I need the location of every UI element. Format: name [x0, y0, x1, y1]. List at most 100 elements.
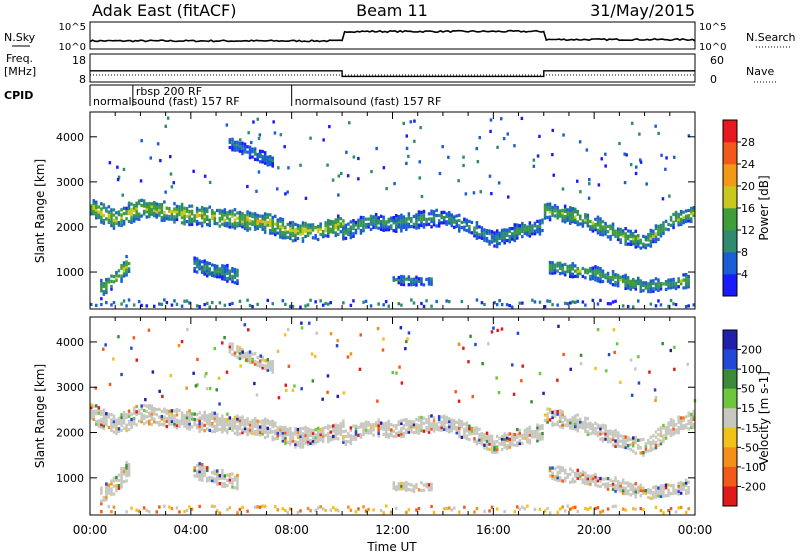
echo-cell — [390, 430, 393, 435]
echo-cell — [475, 226, 479, 230]
echo-cell — [221, 341, 224, 345]
echo-cell — [546, 417, 549, 422]
echo-cell — [286, 430, 290, 434]
echo-cell — [329, 301, 333, 305]
echo-cell — [521, 227, 524, 231]
echo-cell — [188, 425, 191, 429]
echo-cell — [233, 486, 237, 490]
echo-cell — [390, 428, 393, 432]
echo-cell — [228, 347, 232, 351]
echo-cell — [246, 210, 249, 214]
echo-cell — [435, 299, 438, 304]
echo-cell — [536, 219, 539, 224]
echo-cell — [163, 407, 166, 411]
echo-cell — [407, 508, 411, 512]
echo-cell — [372, 215, 375, 219]
echo-cell — [667, 304, 670, 308]
echo-cell — [624, 489, 627, 493]
echo-cell — [566, 210, 569, 215]
echo-cell — [500, 440, 504, 444]
echo-cell — [672, 432, 675, 436]
echo-cell — [589, 277, 592, 281]
echo-cell — [306, 432, 310, 436]
echo-cell — [397, 220, 401, 224]
echo-cell — [546, 506, 549, 511]
echo-cell — [223, 476, 227, 481]
echo-cell — [382, 511, 385, 515]
echo-cell — [218, 267, 222, 271]
echo-cell — [478, 440, 481, 445]
echo-cell — [604, 229, 607, 234]
echo-cell — [92, 409, 96, 414]
echo-cell — [687, 274, 690, 279]
echo-cell — [148, 422, 151, 426]
echo-cell — [140, 198, 143, 202]
echo-cell — [497, 181, 501, 185]
echo-cell — [105, 492, 108, 497]
echo-cell — [536, 225, 539, 229]
echo-cell — [281, 299, 285, 303]
echo-cell — [158, 203, 161, 207]
echo-cell — [586, 422, 590, 426]
echo-cell — [488, 439, 491, 444]
echo-cell — [349, 428, 353, 433]
echo-cell — [405, 339, 408, 344]
echo-cell — [576, 413, 580, 417]
echo-cell — [589, 479, 592, 484]
echo-cell — [324, 221, 327, 225]
echo-cell — [329, 430, 333, 434]
echo-cell — [516, 443, 519, 447]
echo-cell — [677, 415, 680, 419]
echo-cell — [468, 427, 471, 431]
echo-cell — [574, 210, 577, 214]
echo-cell — [551, 413, 554, 417]
echo-cell — [228, 421, 232, 425]
echo-cell — [263, 425, 267, 429]
echo-cell — [354, 435, 358, 439]
echo-cell — [566, 270, 569, 274]
echo-cell — [639, 446, 643, 450]
echo-cell — [508, 440, 512, 444]
echo-cell — [327, 437, 330, 441]
echo-cell — [200, 260, 204, 264]
echo-cell — [304, 436, 307, 440]
echo-cell — [261, 424, 264, 428]
x-tick-labels: 00:00 04:00 08:00 12:00 16:00 20:00 00:00 — [73, 523, 713, 537]
echo-cell — [599, 510, 602, 514]
echo-cell — [195, 270, 199, 274]
echo-cell — [533, 429, 537, 434]
echo-cell — [279, 433, 282, 437]
echo-cell — [634, 495, 638, 499]
echo-cell — [450, 213, 454, 217]
echo-cell — [687, 208, 690, 213]
echo-cell — [354, 228, 358, 232]
echo-cell — [289, 439, 292, 444]
echo-cell — [286, 427, 290, 431]
echo-cell — [543, 208, 547, 212]
echo-cell — [470, 426, 474, 430]
echo-cell — [553, 412, 557, 416]
echo-cell — [395, 426, 398, 430]
echo-cell — [410, 219, 413, 223]
echo-cell — [546, 415, 549, 419]
echo-cell — [216, 423, 219, 427]
echo-cell — [548, 202, 552, 206]
echo-cell — [594, 421, 597, 426]
echo-cell — [291, 388, 295, 392]
echo-cell — [97, 424, 101, 428]
echo-cell — [238, 218, 242, 222]
echo-cell — [102, 413, 106, 417]
echo-cell — [458, 510, 461, 514]
velocity-y-tick-label: 1000 — [56, 472, 84, 485]
echo-cell — [591, 266, 595, 270]
echo-cell — [624, 232, 627, 236]
echo-cell — [117, 478, 121, 483]
echo-cell — [206, 271, 209, 275]
echo-cell — [584, 220, 587, 225]
echo-cell — [379, 509, 383, 513]
echo-cell — [458, 431, 461, 436]
echo-cell — [470, 220, 474, 225]
echo-cell — [480, 432, 484, 436]
echo-cell — [266, 220, 270, 225]
echo-cell — [422, 421, 426, 425]
